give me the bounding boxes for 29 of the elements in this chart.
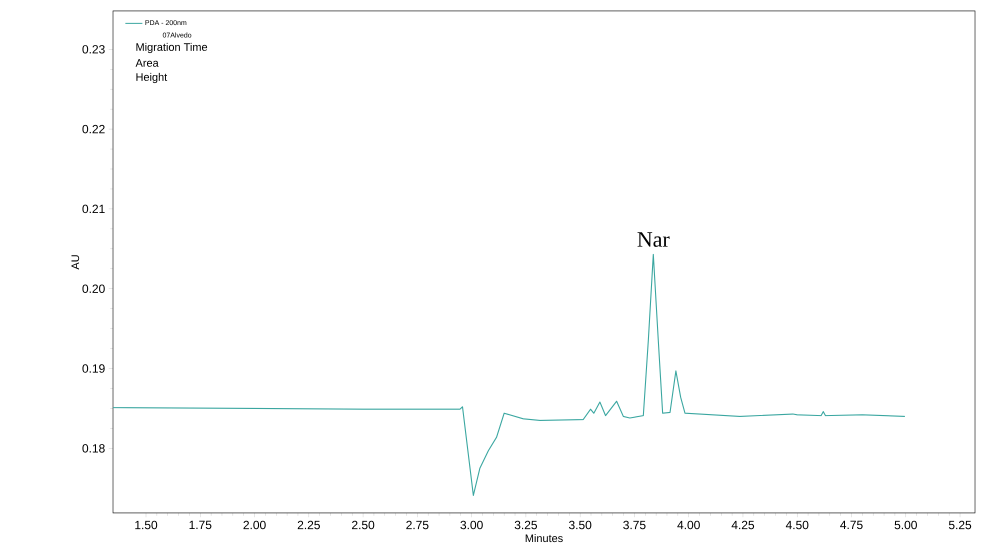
x-tick-label: 4.25 [732,520,754,530]
y-tick-label: 0.21 [82,204,105,214]
y-tick-label: 0.20 [82,284,105,293]
x-tick-label: 4.75 [840,520,863,530]
annotation: Migration Time [136,42,208,54]
x-tick-label: 3.75 [623,520,646,530]
line-series [113,254,906,496]
x-tick-label: 2.50 [352,520,374,530]
y-tick-label: 0.23 [82,45,105,54]
x-tick-label: 2.25 [298,520,320,530]
x-axis-title: Minutes [526,534,563,542]
y-tick-label: 0.18 [82,444,105,453]
y-axis-title: AU [71,255,80,270]
annotation: Area [136,59,159,67]
annotation: Height [136,72,168,84]
x-tick-label: 2.00 [244,520,266,530]
x-tick-label: 1.50 [135,520,158,530]
x-tick-label: 4.50 [786,520,808,530]
y-tick-label: 0.22 [82,124,105,134]
annotation: Nar [638,232,670,247]
x-tick-label: 3.25 [514,520,538,530]
x-tick-label: 5.00 [894,520,917,530]
x-tick-label: 3.00 [460,520,483,530]
x-tick-label: 2.75 [406,520,428,530]
y-tick-label: 0.19 [82,364,105,373]
x-tick-label: 5.25 [948,520,972,530]
x-tick-label: 4.00 [677,520,700,530]
x-tick-label: 3.50 [568,520,592,530]
x-tick-label: 1.75 [190,520,212,530]
